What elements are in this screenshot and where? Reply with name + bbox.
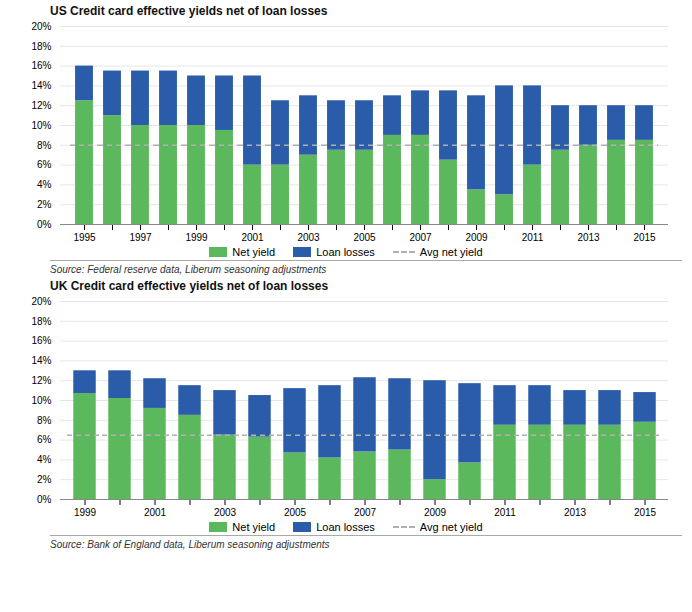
svg-text:1999: 1999 xyxy=(185,232,208,243)
html-text:Source: Federal reserve data,: Source: Federal reserve data, Liberum se… xyxy=(50,264,327,275)
svg-text:6%: 6% xyxy=(37,159,52,170)
svg-text:2011: 2011 xyxy=(494,507,516,518)
svg-text:0%: 0% xyxy=(37,219,52,230)
html-text:Loan losses: Loan losses xyxy=(316,246,375,258)
svg-text:2005: 2005 xyxy=(353,232,376,243)
svg-text:2007: 2007 xyxy=(354,507,377,518)
svg-text:1997: 1997 xyxy=(129,232,152,243)
html-text:Source: Bank of England data,: Source: Bank of England data, Liberum se… xyxy=(50,539,330,550)
svg-text:2015: 2015 xyxy=(633,232,656,243)
svg-text:16%: 16% xyxy=(31,60,51,71)
svg-text:12%: 12% xyxy=(31,375,51,386)
svg-text:2011: 2011 xyxy=(522,232,544,243)
svg-text:20%: 20% xyxy=(31,296,51,307)
svg-text:16%: 16% xyxy=(31,335,51,346)
svg-text:2015: 2015 xyxy=(634,507,657,518)
svg-text:2009: 2009 xyxy=(424,507,447,518)
svg-text:2013: 2013 xyxy=(564,507,587,518)
svg-text:1995: 1995 xyxy=(73,232,96,243)
html-text:Avg net yield: Avg net yield xyxy=(419,521,483,533)
html-text:UK Credit card effective yield: UK Credit card effective yields net of l… xyxy=(50,279,329,293)
svg-text:20%: 20% xyxy=(31,21,51,32)
svg-text:10%: 10% xyxy=(31,120,51,131)
html-text:US Credit card effective yield: US Credit card effective yields net of l… xyxy=(50,4,328,18)
svg-text:6%: 6% xyxy=(37,434,52,445)
svg-text:1999: 1999 xyxy=(74,507,97,518)
html-text:Loan losses: Loan losses xyxy=(316,521,375,533)
svg-text:2%: 2% xyxy=(37,474,52,485)
svg-text:2003: 2003 xyxy=(297,232,320,243)
svg-text:2007: 2007 xyxy=(409,232,432,243)
svg-text:2001: 2001 xyxy=(144,507,167,518)
svg-text:14%: 14% xyxy=(31,355,51,366)
svg-text:14%: 14% xyxy=(31,80,51,91)
svg-text:2009: 2009 xyxy=(465,232,488,243)
html-text:Net yield: Net yield xyxy=(232,246,276,258)
svg-text:2003: 2003 xyxy=(214,507,237,518)
html-text:Net yield: Net yield xyxy=(232,521,276,533)
svg-text:8%: 8% xyxy=(37,415,52,426)
svg-text:18%: 18% xyxy=(31,316,51,327)
svg-text:2%: 2% xyxy=(37,199,52,210)
svg-text:4%: 4% xyxy=(37,179,52,190)
svg-text:2001: 2001 xyxy=(241,232,264,243)
svg-text:2005: 2005 xyxy=(284,507,307,518)
svg-text:10%: 10% xyxy=(31,395,51,406)
svg-text:12%: 12% xyxy=(31,100,51,111)
svg-text:2013: 2013 xyxy=(577,232,600,243)
svg-text:4%: 4% xyxy=(37,454,52,465)
svg-text:8%: 8% xyxy=(37,140,52,151)
svg-text:0%: 0% xyxy=(37,494,52,505)
html-text:Avg net yield: Avg net yield xyxy=(419,246,483,258)
svg-text:18%: 18% xyxy=(31,41,51,52)
